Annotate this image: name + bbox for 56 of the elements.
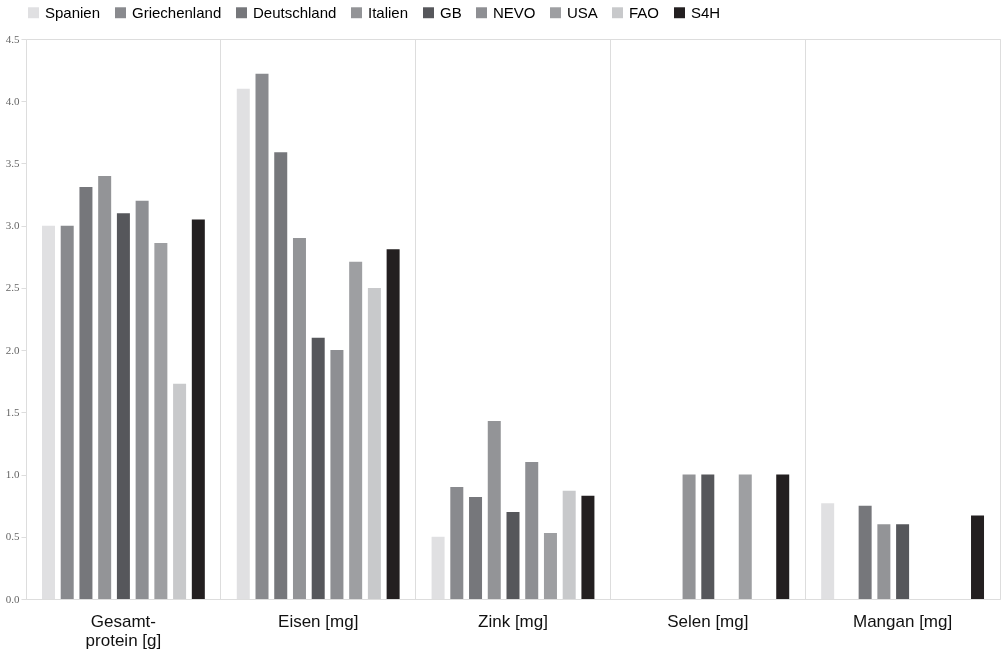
bar: [877, 524, 891, 599]
legend-label: NEVO: [493, 3, 536, 21]
x-tick-label: Zink [mg]: [478, 611, 548, 631]
x-tick-label: Gesamt- protein [g]: [85, 611, 162, 650]
bar: [487, 421, 501, 599]
bar: [469, 496, 483, 599]
bar: [274, 152, 288, 599]
y-tick-label: 0.5: [5, 530, 20, 543]
bar: [292, 238, 306, 599]
bar: [173, 383, 187, 599]
bar: [60, 225, 74, 599]
bar: [116, 213, 130, 599]
legend-label: Italien: [368, 3, 409, 21]
y-tick-label: 2.0: [5, 343, 20, 356]
legend-label: Deutschland: [253, 3, 337, 21]
bar: [367, 287, 381, 599]
bar: [738, 474, 752, 599]
bar: [349, 261, 363, 599]
bar: [896, 524, 910, 599]
legend-label: S4H: [691, 3, 721, 21]
bar: [562, 490, 576, 599]
y-tick-label: 1.5: [5, 405, 20, 418]
bar: [135, 200, 149, 599]
y-tick-label: 4.5: [5, 32, 20, 45]
bar: [191, 219, 205, 599]
bar: [154, 243, 168, 599]
bar: [525, 462, 539, 599]
bar: [386, 249, 400, 599]
y-tick-label: 4.0: [5, 94, 20, 107]
bar: [858, 505, 872, 599]
bar: [682, 474, 696, 599]
bar: [330, 350, 344, 599]
bar: [98, 175, 112, 599]
bar: [450, 487, 464, 599]
bar: [311, 337, 325, 599]
legend-label: USA: [567, 3, 598, 21]
bar: [543, 533, 557, 599]
y-tick-label: 3.5: [5, 156, 20, 169]
legend-label: Spanien: [45, 3, 101, 21]
legend-label: FAO: [629, 3, 660, 21]
legend-label: GB: [440, 3, 462, 21]
y-tick-label: 1.0: [5, 468, 20, 481]
x-tick-label: Eisen [mg]: [278, 611, 359, 631]
y-tick-label: 0.0: [5, 592, 20, 605]
legend-label: Griechenland: [132, 3, 222, 21]
bar: [776, 474, 790, 599]
bar: [971, 515, 985, 599]
x-tick-label: Mangan [mg]: [852, 611, 953, 631]
x-tick-label: Selen [mg]: [667, 611, 749, 631]
bar: [255, 73, 269, 599]
bar: [506, 511, 520, 599]
y-tick-label: 3.0: [5, 219, 20, 232]
bar: [79, 187, 93, 599]
bar: [581, 495, 595, 599]
y-tick-label: 2.5: [5, 281, 20, 294]
bar: [701, 474, 715, 599]
